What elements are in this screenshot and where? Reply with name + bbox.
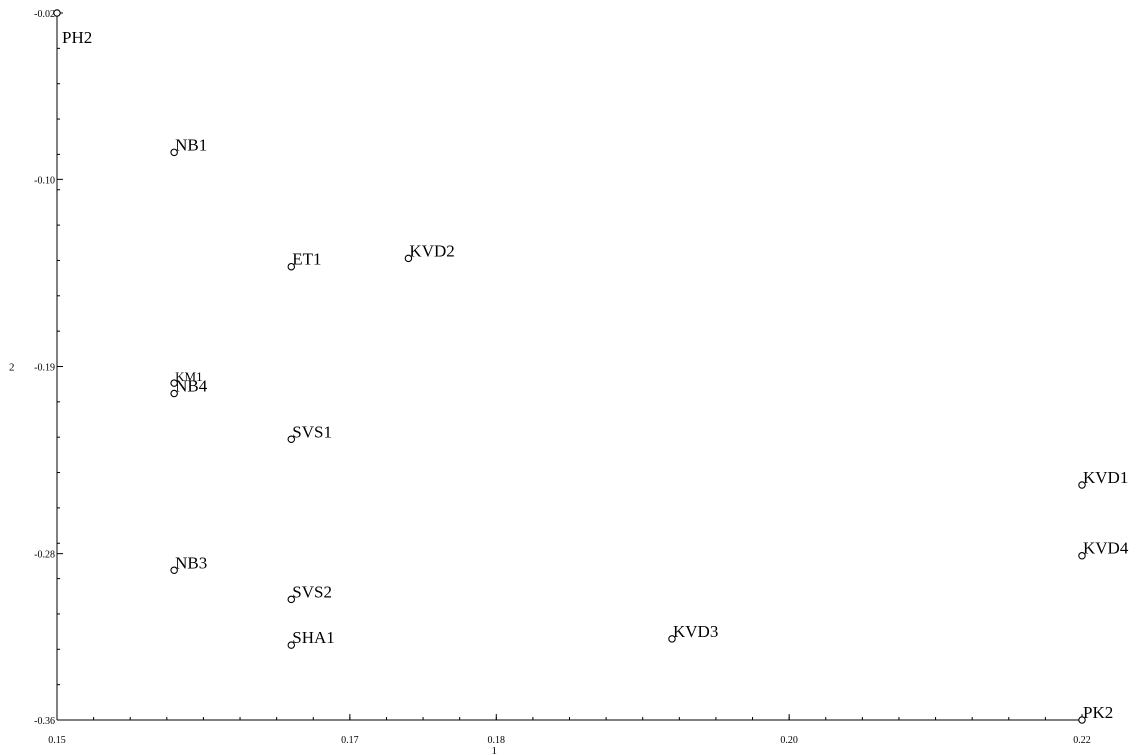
point-marker [287, 262, 296, 271]
y-ticks: -0.02 -0.10 -0.19 -0.28 -0.36 [34, 9, 63, 727]
point-label: KVD4 [1083, 539, 1129, 558]
data-point: KVD1 [1078, 468, 1128, 489]
point-label: SVS1 [292, 422, 332, 441]
axes [56, 13, 1082, 721]
data-point: KVD2 [404, 241, 455, 263]
y-axis-title: 2 [9, 362, 15, 374]
x-axis-title: 1 [492, 745, 498, 755]
point-label: KVD2 [409, 241, 454, 260]
point-label: KM1 [175, 369, 202, 384]
point-marker [1078, 481, 1086, 489]
data-point: SVS2 [287, 582, 332, 604]
data-point: SVS1 [287, 422, 332, 444]
point-marker [287, 641, 296, 649]
data-point: KVD3 [668, 622, 718, 643]
y-tick-label: -0.36 [34, 716, 55, 727]
point-marker [668, 635, 676, 643]
point-label: KVD3 [673, 622, 718, 641]
x-tick-label: 0.17 [341, 735, 359, 746]
point-marker [53, 9, 61, 17]
data-point: PK2 [1078, 703, 1113, 724]
data-point: NB4 [170, 377, 208, 398]
y-tick-label: -0.28 [34, 550, 55, 561]
point-marker [404, 254, 413, 263]
point-label: SVS2 [292, 582, 332, 601]
point-marker [170, 148, 178, 157]
point-marker [170, 566, 178, 575]
point-label: SHA1 [292, 628, 335, 647]
x-tick-label: 0.22 [1073, 735, 1091, 746]
data-point: ET1 [287, 250, 322, 271]
y-tick-label: -0.19 [34, 363, 55, 374]
point-label: KVD1 [1083, 468, 1128, 487]
point-label: ET1 [292, 250, 321, 269]
point-marker [170, 379, 178, 387]
x-tick-label: 0.20 [780, 735, 798, 746]
point-marker [1078, 551, 1086, 560]
data-point: NB3 [170, 553, 207, 575]
y-tick-label: -0.10 [34, 175, 55, 186]
point-label: NB4 [175, 377, 208, 396]
point-marker [287, 595, 296, 604]
point-label: NB1 [175, 135, 207, 154]
point-marker [1078, 716, 1086, 724]
data-point: NB1 [170, 135, 207, 157]
point-label: NB3 [175, 553, 207, 572]
x-tick-label: 0.15 [48, 735, 66, 746]
point-label: PH2 [62, 28, 92, 47]
point-marker [287, 435, 296, 444]
point-label: PK2 [1083, 703, 1113, 722]
x-tick-label: 0.18 [488, 735, 506, 746]
data-point: KVD4 [1078, 539, 1129, 560]
data-point: KM1 [170, 369, 203, 387]
data-point: PH2 [53, 9, 92, 47]
y-tick-label: -0.02 [34, 9, 55, 20]
data-point: SHA1 [287, 628, 335, 649]
point-marker [170, 389, 178, 398]
